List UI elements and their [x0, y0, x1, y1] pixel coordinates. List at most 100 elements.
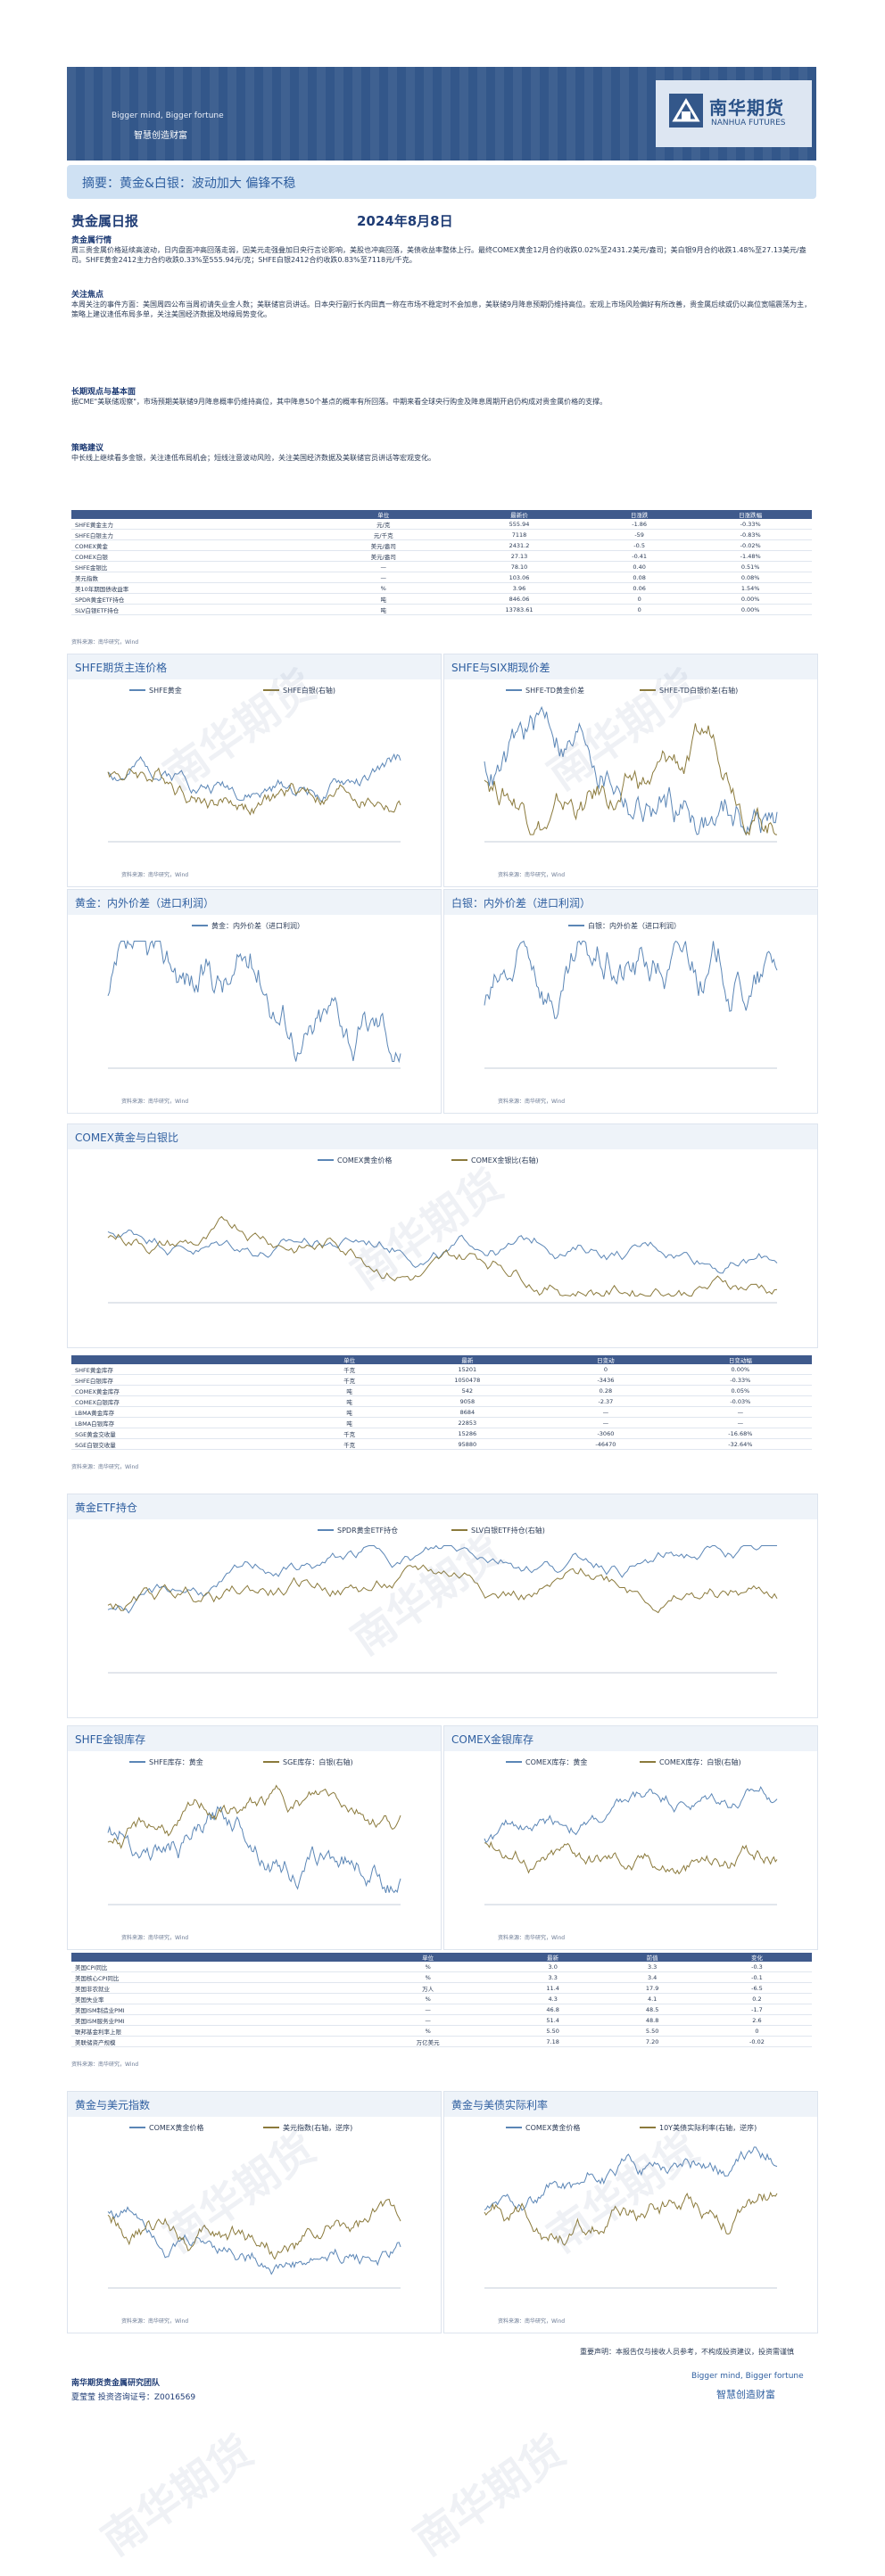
table-cell: 7118 — [449, 529, 590, 540]
table-cell: COMEX白银 — [71, 550, 318, 562]
table-cell: -3060 — [542, 1428, 669, 1439]
table-cell: 0.28 — [542, 1385, 669, 1396]
table-header: 最新 — [502, 1953, 603, 1962]
table-header: 最新 — [392, 1355, 543, 1364]
table-cell: 美国ISM服务业PMI — [71, 2014, 353, 2026]
footer-slogan-en: Bigger mind, Bigger fortune — [691, 2372, 804, 2381]
chart-shfe-spread: SHFE-TD黄金价差 SHFE-TD白银价差(右轴) — [484, 686, 778, 843]
table-cell: 千克 — [306, 1438, 393, 1450]
table-source: 资料来源：南华研究，Wind — [71, 1464, 139, 1470]
table-cell: 3.4 — [602, 1971, 702, 1983]
series-line — [484, 2191, 778, 2246]
legend-label: COMEX黄金价格 — [337, 1156, 392, 1165]
series-line — [107, 1229, 778, 1274]
table-cell: 0.05% — [668, 1385, 812, 1396]
table-cell: SHFE黄金库存 — [71, 1364, 307, 1375]
series-line — [107, 1564, 778, 1614]
table-cell: 吨 — [318, 604, 450, 615]
table-row: COMEX白银 美元/盎司 27.13 -0.41 -1.48% — [71, 550, 812, 562]
watermark: 南华期货 — [93, 2426, 262, 2566]
table-cell: -6.5 — [701, 1982, 812, 1994]
chart-title: 黄金ETF持仓 — [75, 1502, 137, 1514]
table-cell: 千克 — [306, 1364, 393, 1375]
table-cell: 0.00% — [668, 1364, 812, 1375]
chart-gold-rate: COMEX黄金价格 10Y美债实际利率(右轴，逆序) — [484, 2123, 778, 2289]
table-row: 美国ISM服务业PMI —51.4 48.8 2.6 — [71, 2014, 812, 2026]
chart-title: COMEX黄金与白银比 — [75, 1132, 178, 1144]
legend-label: 美元指数(右轴，逆序) — [283, 2123, 352, 2132]
table-cell: SHFE黄金主力 — [71, 519, 318, 530]
table-header — [71, 1953, 353, 1962]
chart-comex-inventory: COMEX库存：黄金 COMEX库存：白银(右轴) — [484, 1757, 778, 1905]
series-line — [484, 705, 778, 836]
table-cell: 542 — [392, 1385, 543, 1396]
legend-label: SHFE-TD白银价差(右轴) — [659, 686, 738, 695]
legend-label: COMEX黄金价格 — [525, 2123, 580, 2132]
table-cell: 48.8 — [602, 2014, 702, 2026]
chart-etf: SPDR黄金ETF持仓 SLV白银ETF持仓(右轴) — [107, 1526, 778, 1674]
section-paragraph: 据CME"美联储观察"，市场预期美联储9月降息概率仍维持高位，其中降息50个基点… — [71, 398, 608, 406]
legend-label: SLV白银ETF持仓(右轴) — [471, 1526, 545, 1535]
legend-label: SHFE库存：黄金 — [149, 1757, 203, 1766]
table-row: SHFE黄金主力 元/克 555.94 -1.86 -0.33% — [71, 519, 812, 530]
summary-text: 摘要：黄金&白银：波动加大 偏锋不稳 — [82, 177, 296, 191]
report-title: 贵金属日报 — [71, 213, 139, 229]
chart-source: 资料来源：南华研究，Wind — [498, 2318, 566, 2325]
table-cell: 0 — [701, 2025, 812, 2037]
report-date: 2024年8月8日 — [357, 213, 453, 229]
table-cell: 46.8 — [502, 2004, 603, 2015]
table-cell: -59 — [589, 529, 690, 540]
section-heading: 关注焦点 — [71, 291, 104, 300]
table-cell: -0.33% — [668, 1374, 812, 1386]
table-cell: 78.10 — [449, 561, 590, 572]
table-cell: 吨 — [318, 593, 450, 605]
chart-gold-dxy: COMEX黄金价格 美元指数(右轴，逆序) — [107, 2123, 401, 2289]
section-heading: 策略建议 — [71, 444, 104, 453]
footer-team: 南华期货贵金属研究团队 — [71, 2379, 161, 2388]
table-cell: — — [542, 1406, 669, 1418]
logo-name-cn: 南华期货 — [709, 97, 784, 119]
table-cell: 0.08 — [589, 572, 690, 583]
table-cell: 2.6 — [701, 2014, 812, 2026]
table-cell: 0.06 — [589, 582, 690, 594]
table-header: 单位 — [352, 1953, 503, 1962]
series-line — [107, 940, 401, 1064]
table-source: 资料来源：南华研究，Wind — [71, 639, 139, 646]
table-cell: SGE白银交收量 — [71, 1438, 307, 1450]
series-line — [484, 723, 777, 836]
chart-shfe-inventory: SHFE库存：黄金 SGE库存：白银(右轴) — [107, 1757, 401, 1905]
series-line — [484, 1785, 778, 1844]
table-cell: 2431.2 — [449, 539, 590, 551]
chart-title: 黄金与美债实际利率 — [451, 2099, 549, 2111]
chart-source: 资料来源：南华研究，Wind — [498, 1099, 566, 1105]
section-paragraph: 周三贵金属价格延续高波动，日内盘面冲高回落走弱，因美元走强叠加日央行言论影响，美… — [71, 246, 806, 264]
table-cell: 0.00% — [689, 604, 812, 615]
series-line — [107, 753, 401, 802]
table-cell: — — [352, 2004, 503, 2015]
chart-panel-gold-rate: 黄金与美债实际利率 COMEX黄金价格 10Y美债实际利率(右轴，逆序) 资料来源… — [443, 2091, 818, 2333]
table-cell: 27.13 — [449, 550, 590, 562]
table-cell: -1.86 — [589, 519, 690, 530]
table-cell: % — [352, 1962, 503, 1972]
chart-title: SHFE与SIX期现价差 — [451, 662, 550, 674]
table-cell: COMEX黄金 — [71, 539, 318, 551]
chart-panel-comex-ratio: COMEX黄金与白银比 COMEX黄金价格 COMEX金银比(右轴) — [67, 1123, 818, 1348]
series-line — [484, 1840, 778, 1875]
table-cell: 千克 — [306, 1428, 393, 1439]
table-cell: -0.5 — [589, 539, 690, 551]
chart-source: 资料来源：南华研究，Wind — [121, 1099, 189, 1105]
chart-panel-shfe-price: SHFE期货主连价格 SHFE黄金 SHFE白银(右轴) 资料来源：南华研究，Wi… — [67, 654, 442, 887]
table-cell: -0.33% — [689, 519, 812, 530]
series-line — [107, 1784, 401, 1849]
table-row: 联邦基金利率上限% 5.50 5.50 0 — [71, 2025, 812, 2037]
table-cell: -1.7 — [701, 2004, 812, 2015]
table-header: 日变动 — [542, 1355, 669, 1364]
table-cell: -46470 — [542, 1438, 669, 1450]
table-cell: 3.0 — [502, 1962, 603, 1972]
table-row: 美国失业率% 4.3 4.1 0.2 — [71, 1993, 812, 2004]
table-row: SHFE黄金库存 千克 15201 0 0.00% — [71, 1364, 812, 1375]
table-cell: 万亿美元 — [352, 2036, 503, 2047]
table-cell: 0.08% — [689, 572, 812, 583]
chart-source: 资料来源：南华研究，Wind — [121, 2318, 189, 2325]
table-row: SHFE白银库存 千克 1050478 -3436 -0.33% — [71, 1374, 812, 1386]
